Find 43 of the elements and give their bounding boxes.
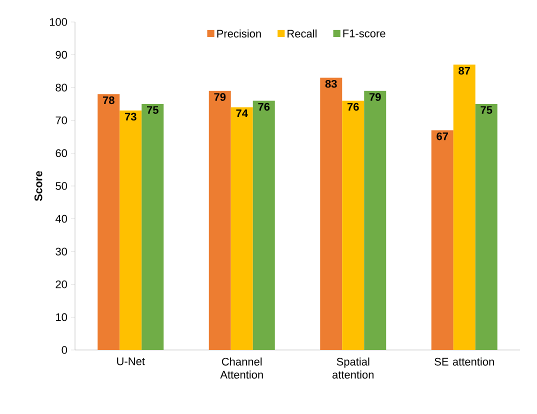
- y-tick-label: 20: [56, 280, 68, 288]
- bar: [453, 64, 476, 350]
- bar: [342, 100, 364, 350]
- bar: [252, 100, 275, 350]
- y-tick-label: 30: [56, 248, 68, 256]
- legend-label: Recall: [288, 29, 317, 38]
- y-tick-label: 90: [56, 50, 68, 59]
- data-label: 75: [146, 106, 158, 114]
- x-tick-label: Channel Attention: [220, 358, 263, 379]
- bar: [208, 90, 231, 350]
- bar: [120, 110, 142, 350]
- y-tick-label: 40: [55, 214, 68, 223]
- data-label: 74: [236, 109, 248, 118]
- y-tick-label: 80: [56, 84, 68, 92]
- bar: [320, 78, 342, 350]
- data-label: 76: [258, 102, 270, 111]
- data-label: 78: [102, 96, 114, 104]
- data-label: 75: [480, 106, 492, 114]
- bar: [475, 104, 498, 350]
- data-label: 79: [214, 93, 226, 101]
- data-label: 83: [325, 80, 337, 88]
- y-tick-label: 70: [56, 116, 68, 124]
- y-tick-label: 0: [62, 346, 68, 354]
- bar: [230, 107, 253, 350]
- data-label: 67: [436, 132, 448, 140]
- bar: [431, 130, 454, 350]
- x-tick-label: U-Net: [117, 358, 145, 366]
- legend-label: Precision: [217, 29, 261, 38]
- y-tick-label: 50: [56, 182, 68, 190]
- data-label: 87: [458, 66, 470, 75]
- bar: [98, 94, 120, 350]
- bar: [364, 90, 386, 350]
- x-tick-label: Spatial attention: [332, 358, 374, 379]
- y-tick-label: 60: [56, 149, 68, 158]
- y-tick-label: 10: [56, 313, 68, 322]
- bar: [142, 104, 164, 350]
- y-axis-title: Score: [34, 171, 42, 201]
- data-label: 79: [369, 93, 381, 101]
- legend-label: F1-score: [343, 30, 386, 38]
- data-label: 76: [347, 102, 359, 111]
- data-label: 73: [124, 112, 136, 121]
- y-tick-label: 100: [50, 18, 68, 26]
- x-tick-label: SE attention: [434, 358, 494, 366]
